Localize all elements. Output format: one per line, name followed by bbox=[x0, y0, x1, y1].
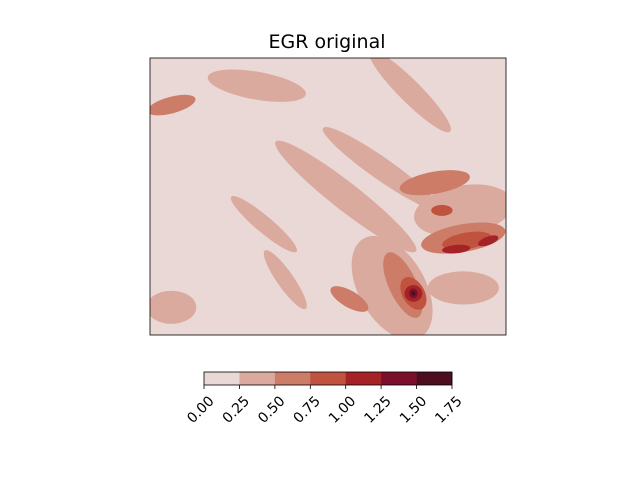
contour-region bbox=[442, 244, 471, 254]
chart-title: EGR original bbox=[269, 31, 386, 53]
colorbar-ticks: 0.00 0.25 0.50 0.75 1.00 1.25 1.50 1.75 bbox=[184, 385, 466, 427]
colorbar-swatch bbox=[204, 372, 240, 385]
contour-region bbox=[431, 204, 453, 216]
colorbar-tick-label: 0.25 bbox=[220, 393, 253, 426]
contour-region bbox=[207, 69, 306, 102]
colorbar-tick-label: 1.00 bbox=[326, 393, 359, 426]
colorbar-swatch bbox=[274, 372, 311, 385]
contour-region bbox=[150, 290, 197, 324]
colorbar: 0.00 0.25 0.50 0.75 1.00 1.25 1.50 1.75 bbox=[184, 371, 466, 427]
colorbar-frame bbox=[203, 371, 453, 386]
contour-region bbox=[330, 286, 369, 312]
contour-region bbox=[411, 291, 416, 296]
colorbar-swatch bbox=[381, 372, 417, 385]
plot-frame bbox=[149, 57, 507, 336]
contour-region bbox=[275, 140, 417, 253]
contour-region bbox=[150, 94, 196, 116]
contour-region bbox=[427, 271, 499, 305]
colorbar-swatches bbox=[204, 372, 453, 385]
colorbar-tick-label: 0.50 bbox=[255, 393, 288, 426]
colorbar-swatch bbox=[310, 372, 347, 385]
colorbar-swatch bbox=[345, 372, 382, 385]
contour-region bbox=[368, 58, 451, 133]
contour-fill-layer bbox=[150, 58, 506, 335]
contour-region bbox=[263, 250, 307, 310]
contour-region bbox=[230, 196, 298, 253]
colorbar-tick-label: 1.25 bbox=[361, 393, 394, 426]
contour-region bbox=[478, 235, 499, 247]
colorbar-tick-label: 1.50 bbox=[397, 393, 430, 426]
colorbar-tick-label: 0.00 bbox=[184, 393, 217, 426]
colorbar-tick-label: 0.75 bbox=[291, 393, 324, 426]
plot-area bbox=[149, 57, 507, 336]
contour-region bbox=[399, 170, 470, 196]
colorbar-tick-label: 1.75 bbox=[432, 393, 465, 426]
colorbar-swatch bbox=[239, 372, 276, 385]
colorbar-swatch bbox=[416, 372, 453, 385]
